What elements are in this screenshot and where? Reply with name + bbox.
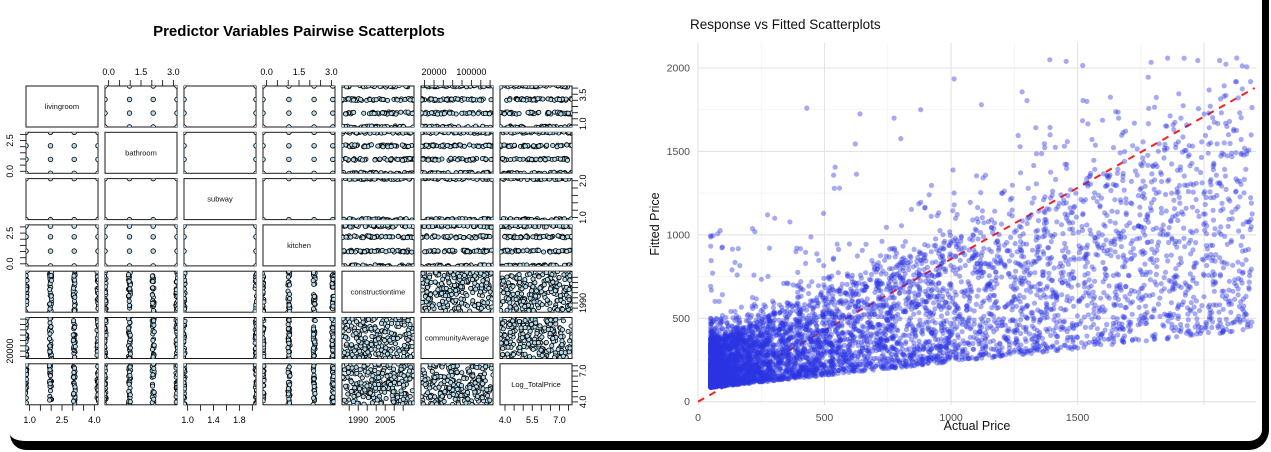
svg-text:1990: 1990 [578, 293, 588, 313]
svg-text:20000: 20000 [5, 339, 15, 364]
svg-text:5.5: 5.5 [526, 415, 539, 425]
svg-text:1.8: 1.8 [233, 415, 246, 425]
svg-text:1990: 1990 [348, 415, 368, 425]
pairs-plot-panels: livingroom bathroom subway kitchen construct… [5, 67, 588, 425]
svg-text:Log_TotalPrice: Log_TotalPrice [511, 380, 561, 389]
svg-text:bathroom: bathroom [125, 148, 157, 157]
svg-text:7.0: 7.0 [553, 415, 566, 425]
svg-text:4.0: 4.0 [88, 415, 101, 425]
svg-text:2.5: 2.5 [5, 227, 15, 240]
svg-text:livingroom: livingroom [45, 102, 79, 111]
svg-text:3.0: 3.0 [167, 67, 180, 77]
scatter-plot-title: Response vs Fitted Scatterplots [690, 17, 881, 32]
svg-text:20000: 20000 [421, 67, 446, 77]
svg-text:4.0: 4.0 [499, 415, 512, 425]
svg-text:0.0: 0.0 [5, 165, 15, 178]
svg-text:4.0: 4.0 [578, 396, 588, 409]
svg-text:0.0: 0.0 [260, 67, 273, 77]
svg-text:communityAverage: communityAverage [425, 334, 489, 343]
svg-text:constructiontime: constructiontime [351, 287, 406, 296]
svg-text:1.0: 1.0 [181, 415, 194, 425]
svg-text:0.0: 0.0 [102, 67, 115, 77]
svg-text:1.0: 1.0 [23, 415, 36, 425]
svg-text:1.5: 1.5 [135, 67, 148, 77]
svg-text:100000: 100000 [456, 67, 486, 77]
svg-text:kitchen: kitchen [287, 241, 311, 250]
svg-text:3.0: 3.0 [325, 67, 338, 77]
svg-text:1.4: 1.4 [207, 415, 220, 425]
svg-text:7.0: 7.0 [578, 365, 588, 378]
svg-text:1.0: 1.0 [578, 117, 588, 130]
svg-text:2.5: 2.5 [5, 134, 15, 147]
svg-text:2.5: 2.5 [56, 415, 69, 425]
pairs-scatterplot-matrix: Predictor Variables Pairwise Scatterplot… [5, 23, 588, 425]
svg-text:3.5: 3.5 [578, 89, 588, 102]
pairs-plot-title: Predictor Variables Pairwise Scatterplot… [153, 23, 445, 40]
svg-text:0.0: 0.0 [5, 258, 15, 271]
svg-text:1.5: 1.5 [293, 67, 306, 77]
x-axis-label: Actual Price [943, 419, 1011, 433]
svg-text:1.0: 1.0 [578, 211, 588, 224]
svg-text:2005: 2005 [375, 415, 395, 425]
svg-text:subway: subway [207, 195, 233, 204]
svg-text:2.0: 2.0 [578, 174, 588, 187]
